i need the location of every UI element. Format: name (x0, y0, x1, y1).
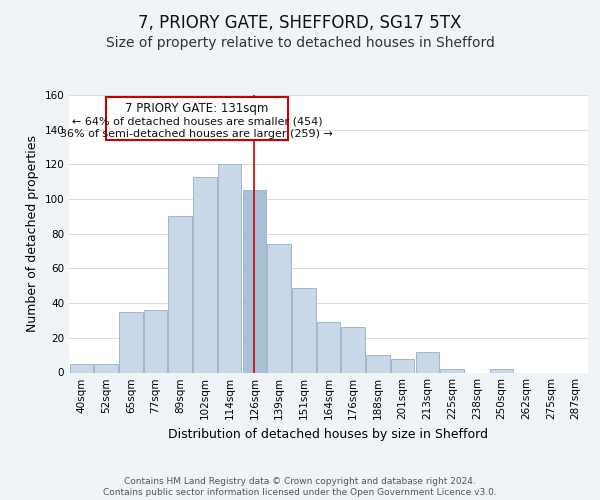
Text: Contains public sector information licensed under the Open Government Licence v3: Contains public sector information licen… (103, 488, 497, 497)
Text: 7 PRIORY GATE: 131sqm: 7 PRIORY GATE: 131sqm (125, 102, 269, 114)
Bar (144, 310, 167, 372)
Text: Size of property relative to detached houses in Shefford: Size of property relative to detached ho… (106, 36, 494, 50)
Text: Contains HM Land Registry data © Crown copyright and database right 2024.: Contains HM Land Registry data © Crown c… (124, 476, 476, 486)
Bar (193, 176, 217, 372)
Bar (391, 358, 415, 372)
Bar (218, 164, 241, 372)
Bar (490, 369, 513, 372)
Bar (317, 322, 340, 372)
Bar (416, 352, 439, 372)
Bar (341, 328, 365, 372)
Bar (94, 364, 118, 372)
Y-axis label: Number of detached properties: Number of detached properties (26, 135, 39, 332)
Bar (119, 312, 143, 372)
Bar (70, 364, 93, 372)
Bar (292, 288, 316, 372)
Text: 7, PRIORY GATE, SHEFFORD, SG17 5TX: 7, PRIORY GATE, SHEFFORD, SG17 5TX (139, 14, 461, 32)
X-axis label: Distribution of detached houses by size in Shefford: Distribution of detached houses by size … (169, 428, 488, 441)
Bar (242, 190, 266, 372)
Bar (169, 216, 192, 372)
Bar (268, 244, 291, 372)
FancyBboxPatch shape (106, 96, 288, 140)
Text: ← 64% of detached houses are smaller (454): ← 64% of detached houses are smaller (45… (71, 116, 322, 126)
Text: 36% of semi-detached houses are larger (259) →: 36% of semi-detached houses are larger (… (61, 129, 334, 139)
Bar (366, 355, 389, 372)
Bar (440, 369, 464, 372)
